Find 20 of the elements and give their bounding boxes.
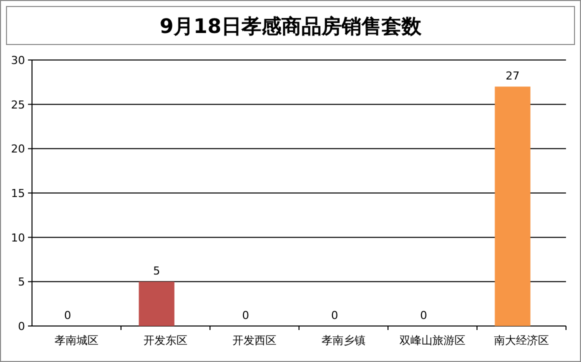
y-tick-label: 20 [11, 142, 25, 156]
y-tick-label: 15 [11, 187, 25, 200]
x-tick-label: 孝南乡镇 [322, 334, 366, 347]
data-label: 5 [153, 264, 160, 278]
x-tick-label: 开发东区 [144, 334, 188, 347]
chart-title: 9月18日孝感商品房销售套数 [160, 14, 422, 38]
data-label: 0 [420, 309, 428, 322]
y-tick-label: 30 [11, 54, 25, 67]
x-tick-label: 孝南城区 [54, 334, 98, 347]
x-tick-label: 开发西区 [232, 334, 276, 347]
y-tick-label: 0 [18, 320, 25, 333]
x-tick-label: 南大经济区 [494, 334, 549, 347]
data-label: 0 [331, 309, 338, 322]
data-label: 0 [64, 309, 72, 322]
y-tick-label: 10 [11, 231, 25, 244]
y-tick-label: 25 [11, 98, 25, 112]
data-label: 27 [506, 70, 520, 83]
x-tick-label: 双峰山旅游区 [400, 334, 466, 347]
data-label: 0 [242, 309, 250, 322]
y-tick-label: 5 [18, 276, 25, 289]
